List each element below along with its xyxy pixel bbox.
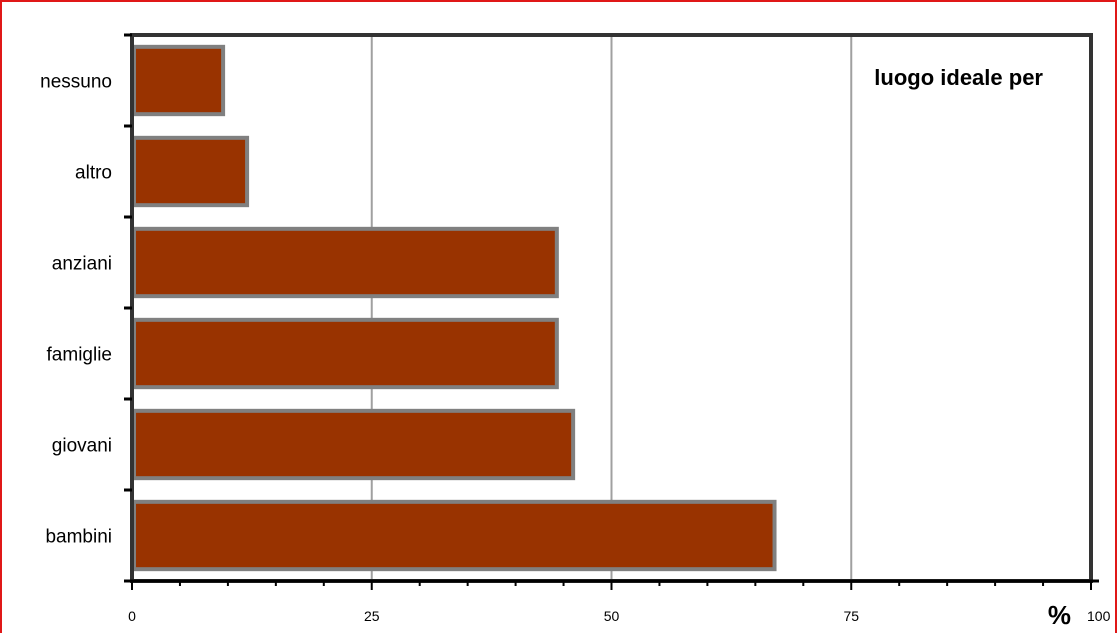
bar-altro [132, 135, 250, 208]
grid-lines [370, 35, 853, 581]
bar-giovani [132, 408, 576, 481]
bars [132, 44, 777, 572]
x-tick-label: 0 [128, 608, 136, 624]
bar-bambini [132, 499, 777, 572]
unit-label: % [1048, 600, 1071, 630]
bar-famiglie [132, 317, 559, 390]
category-label-giovani: giovani [52, 436, 112, 457]
bar-anziani [132, 226, 559, 299]
category-label-altro: altro [75, 163, 112, 184]
bar-nessuno [132, 44, 226, 117]
tick-labels: 0 25 50 75 100 [128, 608, 1110, 624]
x-tick-label: 25 [364, 608, 380, 624]
chart-title: luogo ideale per [874, 65, 1043, 90]
x-tick-label: 50 [604, 608, 620, 624]
category-label-famiglie: famiglie [47, 345, 112, 366]
x-tick-label: 75 [843, 608, 859, 624]
axes [124, 33, 1099, 590]
category-label-anziani: anziani [52, 254, 112, 275]
category-label-bambini: bambini [45, 527, 112, 548]
category-labels: nessuno altro anziani famiglie giovani bambin… [40, 72, 112, 548]
category-label-nessuno: nessuno [40, 72, 112, 93]
x-tick-label: 100 [1087, 608, 1111, 624]
